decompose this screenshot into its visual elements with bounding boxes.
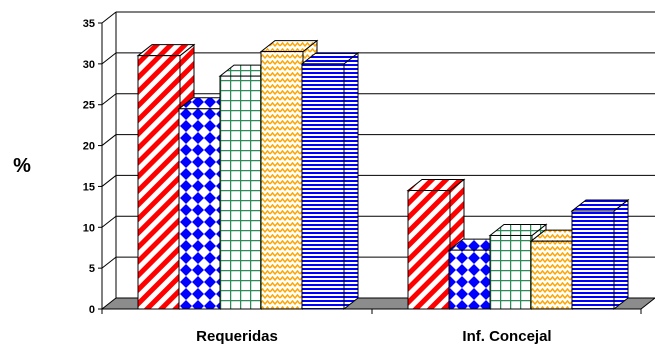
bar-front: [137, 55, 181, 310]
bar-front: [571, 210, 615, 310]
bar-side: [613, 198, 629, 311]
y-tick-label: 0: [89, 304, 95, 316]
y-tick-label: 25: [83, 100, 95, 112]
y-tick-label: 20: [83, 141, 95, 153]
bar-front: [448, 249, 492, 310]
y-axis-label: %: [13, 155, 31, 177]
y-tick-label: 5: [89, 263, 95, 275]
bar-front: [219, 75, 263, 310]
bar-layer: [136, 39, 630, 311]
gridline-depth: [101, 11, 117, 24]
gridline-depth: [101, 93, 117, 106]
y-tick-label: 10: [83, 222, 95, 234]
bar-front: [407, 190, 451, 310]
bar: [300, 51, 360, 311]
bar-front: [260, 51, 304, 310]
bar-front: [178, 108, 222, 310]
tick-layer: 0 5 10 15 20 25 30 35: [83, 18, 102, 316]
category-label-layer: Requeridas Inf. Concejal: [101, 309, 642, 345]
gridline-depth: [101, 175, 117, 187]
y-tick-label: 30: [83, 59, 95, 71]
category-label: Inf. Concejal: [462, 328, 551, 345]
bar-front: [489, 234, 533, 310]
gridline-depth: [101, 215, 117, 228]
category-label: Requeridas: [196, 328, 278, 345]
gridline-depth: [101, 52, 117, 65]
bar-front: [530, 240, 574, 310]
bar-front: [301, 63, 345, 310]
y-tick-label: 15: [83, 181, 95, 193]
gridline-depth: [101, 256, 117, 269]
bar-side: [343, 51, 359, 311]
bar: [570, 198, 630, 311]
gridline-depth: [101, 134, 117, 146]
y-tick-label: 35: [83, 18, 95, 30]
